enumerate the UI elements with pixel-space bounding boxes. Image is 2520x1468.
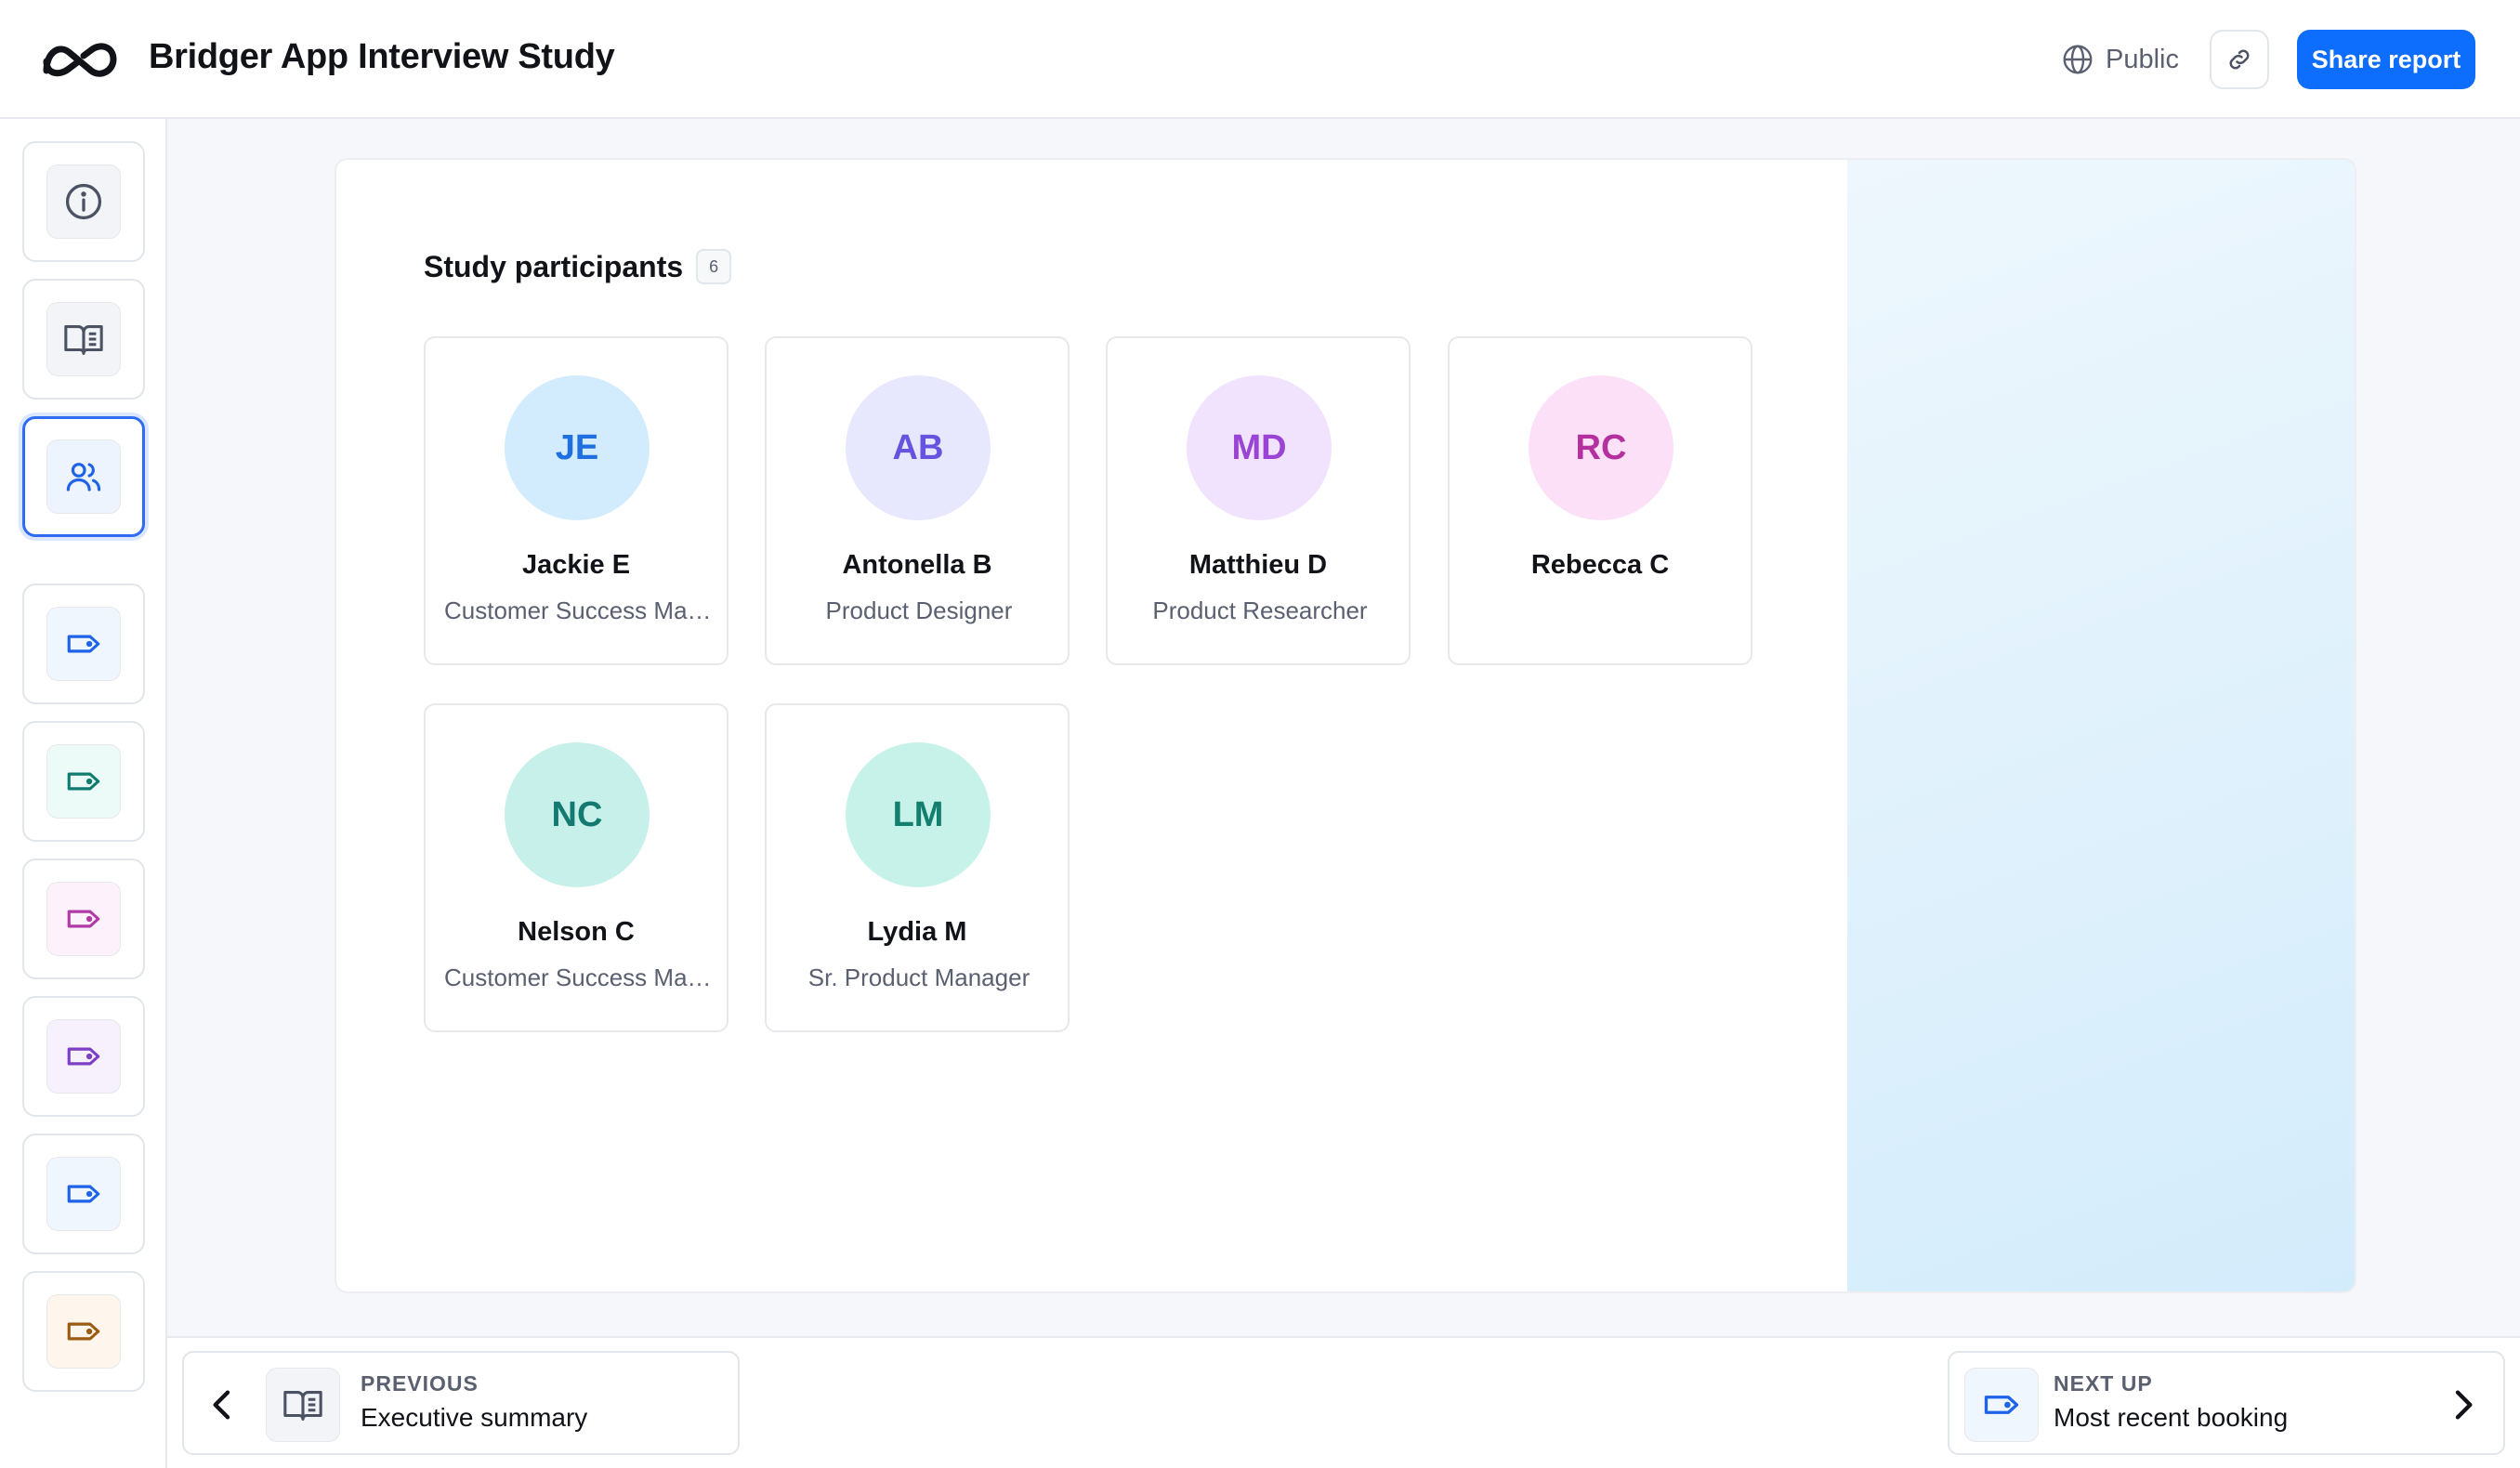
- rail-icon-box: [46, 164, 121, 239]
- tag-icon: [1984, 1396, 2019, 1414]
- copy-link-button[interactable]: [2210, 30, 2269, 89]
- nav-icon-box: [1964, 1368, 2039, 1442]
- rail-item-executive-summary[interactable]: [22, 279, 145, 400]
- rail-item-tag-5[interactable]: [22, 1134, 145, 1254]
- visibility-label: Public: [2106, 44, 2179, 74]
- participant-role: Product Researcher: [1152, 596, 1368, 624]
- share-report-button[interactable]: Share report: [2297, 30, 2475, 89]
- decorative-side-panel: [1847, 160, 2355, 1291]
- tag-icon: [67, 1047, 100, 1066]
- participant-name: Jackie E: [521, 550, 631, 580]
- users-icon: [66, 463, 101, 492]
- participant-count-badge: 6: [696, 249, 732, 284]
- rail-icon-box: [46, 1294, 121, 1369]
- section-header: Study participants 6: [424, 249, 732, 284]
- previous-section-button[interactable]: PREVIOUS Executive summary: [182, 1351, 740, 1455]
- tag-icon: [67, 635, 100, 653]
- participant-role: Customer Success Manager: [444, 963, 712, 991]
- rail-item-participants[interactable]: [22, 416, 145, 537]
- participant-role: Sr. Product Manager: [807, 963, 1030, 991]
- participant-card[interactable]: JE Jackie E Customer Success Manager: [424, 336, 728, 665]
- participant-card[interactable]: AB Antonella B Product Designer: [765, 336, 1070, 665]
- avatar: JE: [505, 375, 650, 520]
- section-title: Study participants: [424, 249, 684, 283]
- participant-name: Matthieu D: [1188, 550, 1328, 580]
- participant-card[interactable]: NC Nelson C Customer Success Manager: [424, 703, 728, 1032]
- info-icon: [65, 183, 102, 220]
- nav-label: Most recent booking: [2054, 1403, 2289, 1432]
- rail-item-tag-1[interactable]: [22, 583, 145, 704]
- avatar: LM: [846, 742, 991, 887]
- main-content: Study participants 6 JE Jackie E Custome…: [167, 119, 2520, 1336]
- avatar: NC: [505, 742, 650, 887]
- nav-icon-box: [266, 1368, 340, 1442]
- tag-icon: [67, 772, 100, 791]
- rail-item-tag-3[interactable]: [22, 859, 145, 979]
- rail-icon-box: [46, 1019, 121, 1094]
- section-navigation: PREVIOUS Executive summary NEXT UP Most …: [167, 1336, 2520, 1468]
- participant-name: Rebecca C: [1530, 550, 1670, 580]
- tag-icon: [67, 910, 100, 928]
- nav-label: Executive summary: [361, 1403, 588, 1432]
- participant-role: Customer Success Manager: [444, 596, 712, 624]
- participant-card[interactable]: RC Rebecca C: [1448, 336, 1752, 665]
- chevron-right-icon: [2455, 1390, 2473, 1420]
- link-icon: [2229, 49, 2250, 70]
- book-icon: [283, 1391, 322, 1421]
- tag-icon: [67, 1185, 100, 1203]
- participant-card[interactable]: LM Lydia M Sr. Product Manager: [765, 703, 1070, 1032]
- book-icon: [64, 325, 103, 355]
- rail-icon-box: [46, 439, 121, 514]
- rail-item-tag-4[interactable]: [22, 996, 145, 1117]
- globe-icon: [2063, 45, 2093, 74]
- page-title: Bridger App Interview Study: [149, 37, 615, 76]
- participants-card: Study participants 6 JE Jackie E Custome…: [335, 158, 2356, 1293]
- rail-icon-box: [46, 302, 121, 376]
- chevron-left-icon: [213, 1390, 230, 1420]
- next-section-button[interactable]: NEXT UP Most recent booking: [1948, 1351, 2505, 1455]
- avatar: AB: [846, 375, 991, 520]
- visibility-status[interactable]: Public: [2061, 39, 2179, 80]
- rail-icon-box: [46, 1157, 121, 1231]
- participant-name: Nelson C: [518, 917, 635, 947]
- nav-kicker: PREVIOUS: [361, 1371, 479, 1396]
- avatar: RC: [1529, 375, 1673, 520]
- section-rail: [0, 119, 167, 1468]
- participant-name: Antonella B: [842, 550, 992, 580]
- avatar: MD: [1187, 375, 1332, 520]
- infinity-logo-icon[interactable]: [41, 33, 119, 85]
- participant-role: Product Designer: [825, 596, 1013, 624]
- participant-name: Lydia M: [867, 917, 967, 947]
- rail-item-tag-6[interactable]: [22, 1271, 145, 1392]
- rail-icon-box: [46, 744, 121, 819]
- rail-item-tag-2[interactable]: [22, 721, 145, 842]
- tag-icon: [67, 1322, 100, 1341]
- nav-kicker: NEXT UP: [2054, 1371, 2153, 1396]
- participant-card[interactable]: MD Matthieu D Product Researcher: [1106, 336, 1411, 665]
- top-bar: Bridger App Interview Study Public Share…: [0, 0, 2520, 119]
- rail-icon-box: [46, 607, 121, 681]
- rail-icon-box: [46, 882, 121, 956]
- rail-item-info[interactable]: [22, 141, 145, 262]
